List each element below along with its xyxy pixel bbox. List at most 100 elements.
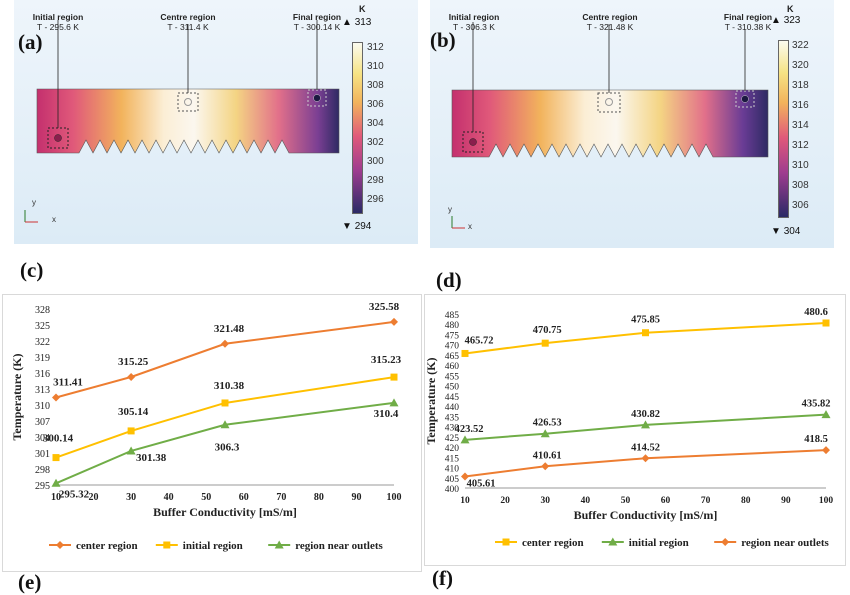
data-point <box>221 399 229 407</box>
colorbar-max-value-b: 323 <box>783 15 801 26</box>
colorbar-max-value-a: 313 <box>354 17 372 28</box>
data-label: 423.52 <box>455 424 484 435</box>
y-tick-label: 322 <box>35 337 50 348</box>
data-label: 418.5 <box>804 434 828 445</box>
data-point <box>461 349 469 357</box>
y-tick-label: 485 <box>445 311 460 321</box>
x-axis-title: Buffer Conductivity [mS/m] <box>574 508 718 522</box>
y-tick-label: 313 <box>35 385 50 396</box>
y-tick-label: 304 <box>35 433 50 444</box>
y-tick-label: 298 <box>35 465 50 476</box>
x-tick-label: 20 <box>500 496 510 506</box>
colorbar-tick: 312 <box>792 140 809 151</box>
y-tick-label: 405 <box>445 475 460 485</box>
data-point <box>390 373 398 381</box>
y-tick-label: 420 <box>445 444 460 454</box>
data-point <box>56 541 64 549</box>
colorbar-tick: 298 <box>367 175 384 186</box>
y-tick-label: 450 <box>445 383 460 393</box>
colorbar-tick: 322 <box>792 40 809 51</box>
colorbar-tick: 306 <box>792 200 809 211</box>
legend-label: center region <box>522 537 584 549</box>
colorbar-max-b: ▲ 323 <box>771 15 801 26</box>
data-point <box>822 319 830 327</box>
data-label: 470.75 <box>533 325 562 336</box>
panel-label-e: (e) <box>18 570 42 594</box>
y-tick-label: 415 <box>445 454 460 464</box>
x-tick-label: 70 <box>276 492 286 503</box>
data-label: 430.82 <box>631 409 660 420</box>
y-tick-label: 475 <box>445 331 460 341</box>
line-chart-d: 4004054104154204254304354404454504554604… <box>424 294 846 566</box>
data-label: 321.48 <box>214 323 245 335</box>
y-tick-label: 400 <box>445 485 460 495</box>
data-label: 305.14 <box>118 406 149 418</box>
y-tick-label: 480 <box>445 321 460 331</box>
data-point <box>274 540 284 549</box>
data-point <box>541 462 550 471</box>
colorbar-tick: 312 <box>367 42 384 53</box>
series-line <box>55 376 395 459</box>
y-tick-label: 307 <box>35 417 50 428</box>
colorbar-min-a: ▼ 294 <box>342 221 372 232</box>
initial-region-annotation-a: Initial region T - 295.6 K <box>32 12 84 32</box>
data-point <box>460 435 470 444</box>
data-point <box>52 393 60 402</box>
data-point <box>642 329 649 337</box>
data-label: 465.72 <box>465 335 494 346</box>
colorbar-min-value-b: 304 <box>783 226 801 237</box>
data-label: 300.14 <box>43 433 74 445</box>
data-label: 405.61 <box>467 479 496 490</box>
data-label: 435.82 <box>802 399 831 410</box>
colorbar-tick: 308 <box>792 180 809 191</box>
colorbar-tick: 304 <box>367 118 384 129</box>
x-tick-label: 100 <box>387 492 402 503</box>
data-point <box>721 538 730 546</box>
legend-label: center region <box>76 540 138 552</box>
y-tick-label: 295 <box>35 481 50 492</box>
simulation-panel-b: Initial region T - 306.3 K Centre region T… <box>430 0 834 248</box>
x-tick-label: 40 <box>581 496 591 506</box>
data-point <box>389 398 399 407</box>
data-point <box>221 339 229 348</box>
x-tick-label: 100 <box>819 496 834 506</box>
colorbar-min-value-a: 294 <box>354 221 372 232</box>
x-tick-label: 50 <box>201 492 211 503</box>
y-axis-title: Temperature (K) <box>424 358 438 445</box>
data-point <box>220 420 230 429</box>
data-point <box>608 537 618 546</box>
centre-region-annotation-b: Centre region T - 321.48 K <box>582 12 638 32</box>
legend-label: region near outlets <box>741 537 829 549</box>
data-label: 414.52 <box>631 442 660 453</box>
centre-region-annotation-a: Centre region T - 311.4 K <box>160 12 216 32</box>
x-tick-label: 30 <box>540 496 550 506</box>
x-tick-label: 90 <box>781 496 791 506</box>
y-tick-label: 328 <box>35 305 50 316</box>
x-tick-label: 50 <box>621 496 631 506</box>
panel-label-d: (d) <box>436 268 462 292</box>
centre-region-box-b <box>597 92 621 113</box>
colorbar-tick: 308 <box>367 80 384 91</box>
y-tick-label: 460 <box>445 362 460 372</box>
data-label: 410.61 <box>533 450 562 461</box>
x-tick-label: 40 <box>164 492 174 503</box>
legend-label: region near outlets <box>295 540 383 552</box>
data-label: 480.6 <box>804 307 828 318</box>
axis-x-indicator-b: x <box>468 222 472 231</box>
data-label: 306.3 <box>215 442 240 454</box>
axis-y-indicator-b: y <box>448 205 452 214</box>
colorbar-max-a: ▲ 313 <box>342 17 372 28</box>
data-label: 301.38 <box>136 452 167 464</box>
data-point <box>127 427 135 435</box>
y-tick-label: 440 <box>445 403 460 413</box>
data-point <box>51 478 61 487</box>
axis-y-indicator-a: y <box>32 198 36 207</box>
data-point <box>163 541 171 549</box>
data-point <box>821 410 831 419</box>
line-chart-c: 295 298 301 304 307 310 313 316 319 322 325 328 10 20… <box>2 294 422 572</box>
temperature-field-a <box>24 20 340 223</box>
colorbar-a <box>352 42 363 214</box>
colorbar-tick: 314 <box>792 120 809 131</box>
data-label: 310.4 <box>374 408 399 420</box>
x-tick-label: 60 <box>661 496 671 506</box>
